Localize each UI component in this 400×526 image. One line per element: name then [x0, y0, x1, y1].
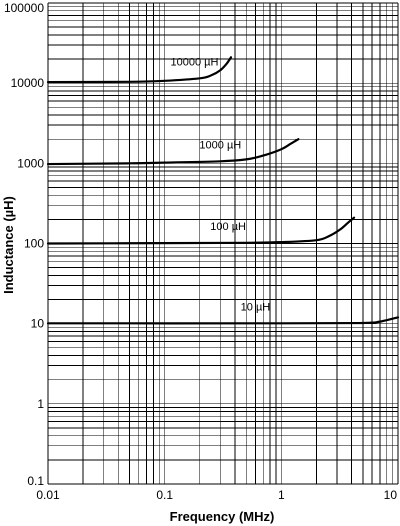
series-label: 10 µH: [241, 301, 271, 313]
series-line: [46, 138, 300, 166]
y-tick-label: 100000: [4, 1, 44, 15]
y-tick-label: 100: [24, 237, 44, 251]
y-tick-label: 0.1: [27, 474, 44, 488]
series-label: 1000 µH: [199, 139, 241, 151]
y-tick-labels: 0.1 1 10 100 1000 10000 100000: [4, 1, 44, 488]
y-tick-label: 1: [37, 397, 44, 411]
series-labels: 10000 µH 1000 µH 100 µH 10 µH: [170, 57, 270, 314]
series-label: 10000 µH: [170, 57, 218, 69]
x-tick-labels: 0.01 0.1 1 10: [36, 488, 397, 502]
y-tick-label: 10: [31, 317, 45, 331]
y-axis-title: Inductance (µH): [1, 196, 16, 294]
x-tick-label: 10: [384, 488, 398, 502]
y-tick-label: 10000: [11, 76, 45, 90]
x-axis-title: Frequency (MHz): [170, 509, 275, 524]
y-tick-label: 1000: [17, 156, 44, 170]
x-tick-label: 0.01: [36, 488, 60, 502]
series-line: [46, 216, 356, 245]
series-line: [46, 56, 233, 84]
series-lines: [46, 56, 400, 325]
series-line: [46, 316, 400, 325]
x-tick-label: 1: [278, 488, 285, 502]
x-tick-label: 0.1: [156, 488, 173, 502]
series-label: 100 µH: [210, 221, 246, 233]
